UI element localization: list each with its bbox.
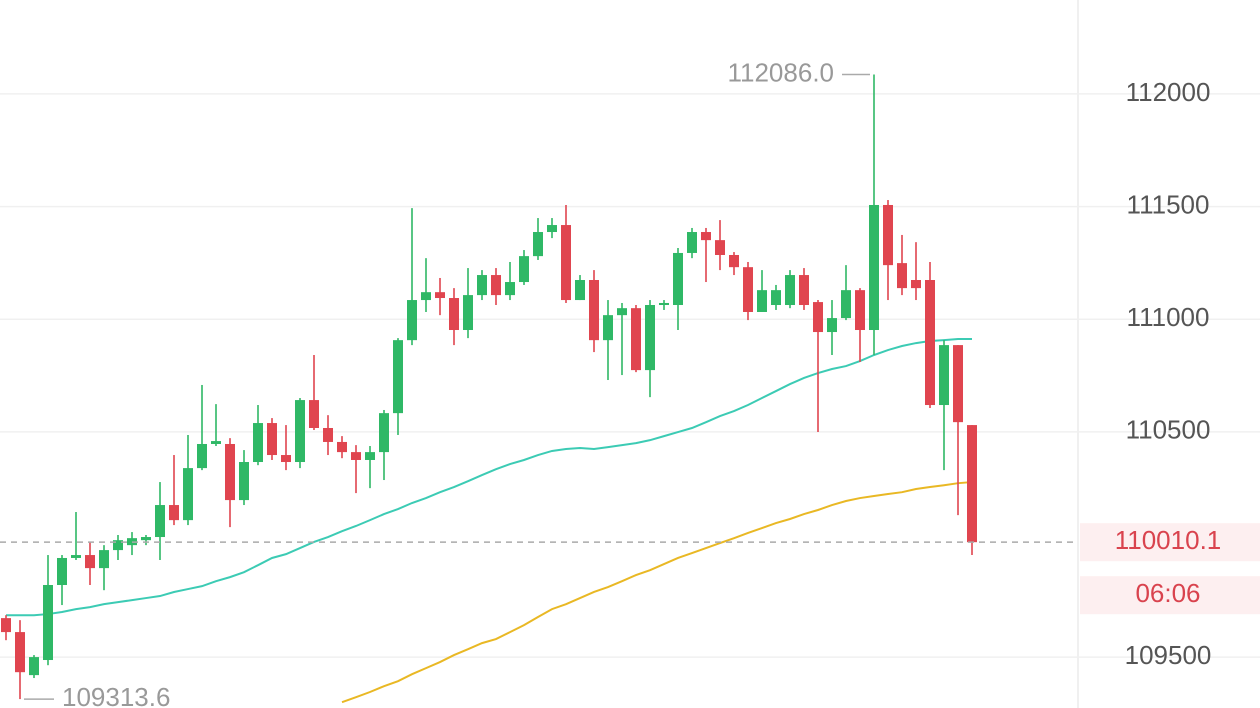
moving-average-line (341, 481, 973, 704)
candle-body (323, 427, 333, 442)
candle-body (673, 252, 683, 306)
candle-body (295, 400, 305, 463)
candle-body (841, 290, 851, 319)
candle-body (547, 225, 557, 233)
candle-body (687, 232, 697, 253)
candle-body (561, 225, 571, 301)
candle-body (337, 441, 347, 453)
candle-body (379, 413, 389, 453)
candle-body (99, 550, 109, 569)
candle-body (491, 275, 501, 296)
y-tick-label: 111500 (1127, 189, 1210, 219)
candle-body (435, 292, 445, 299)
candle-body (827, 318, 837, 333)
candle-body (253, 423, 263, 463)
candle-body (715, 240, 725, 255)
countdown-box (1080, 576, 1260, 615)
candle-body (239, 462, 249, 501)
candle-body (631, 308, 641, 371)
candle-body (29, 657, 39, 676)
y-tick-label: 111000 (1127, 302, 1210, 332)
candle-body (869, 204, 879, 331)
candle-body (393, 340, 403, 414)
candle-body (211, 441, 221, 444)
candle-body (589, 280, 599, 341)
candle-body (351, 452, 361, 460)
candle-body (533, 232, 543, 257)
countdown-label: 06:06 (1135, 578, 1200, 608)
candle-body (43, 585, 53, 661)
y-tick-label: 112000 (1126, 77, 1211, 107)
candle-body (57, 557, 67, 586)
candle-body (449, 298, 459, 331)
last-price-box (1080, 523, 1260, 562)
candle-body (757, 290, 767, 312)
candle-body (519, 256, 529, 283)
candle-body (897, 263, 907, 289)
candle-body (477, 275, 487, 296)
candle-body (197, 443, 207, 469)
candle-body (743, 267, 753, 312)
candle-body (71, 555, 81, 558)
candle-body (183, 468, 193, 521)
candle-body (267, 423, 277, 456)
candle-body (225, 443, 235, 501)
moving-average-line (6, 338, 972, 617)
low-label: 109313.6 (62, 682, 170, 708)
candle-body (729, 254, 739, 268)
candle-body (911, 280, 921, 289)
candle-body (799, 275, 809, 306)
y-tick-label: 110500 (1126, 415, 1211, 445)
plot-area: 112086.0 109313.6 (1, 57, 977, 708)
candle-body (463, 295, 473, 331)
candle-body (421, 292, 431, 301)
candle-body (1, 618, 11, 633)
candle-body (883, 204, 893, 266)
candle-body (855, 290, 865, 331)
candle-body (281, 455, 291, 463)
candle-body (813, 302, 823, 333)
candle-body (309, 400, 319, 428)
candle-body (939, 345, 949, 406)
candle-body (953, 345, 963, 423)
candle-body (645, 305, 655, 371)
candle-body (155, 505, 165, 538)
candle-body (771, 290, 781, 306)
candle-body (169, 505, 179, 521)
candle-body (967, 425, 977, 543)
candle-body (365, 452, 375, 460)
grid (0, 93, 1260, 658)
candle-body (575, 280, 585, 301)
candle-body (505, 282, 515, 296)
candle-body (659, 302, 669, 306)
candle-body (407, 300, 417, 341)
high-label: 112086.0 (727, 57, 834, 87)
candle-body (785, 275, 795, 306)
candle-body (85, 555, 95, 569)
candle-body (603, 315, 613, 341)
candle-body (617, 308, 627, 316)
candle-body (15, 632, 25, 673)
candle-body (701, 232, 711, 241)
last-price-label: 110010.1 (1115, 525, 1222, 555)
price-axis: 109500 110500 111000 111500 112000 (1125, 77, 1212, 670)
candle-body (925, 280, 935, 406)
y-tick-label: 109500 (1125, 640, 1212, 670)
candle-body (141, 537, 151, 541)
candle-body (113, 540, 123, 551)
